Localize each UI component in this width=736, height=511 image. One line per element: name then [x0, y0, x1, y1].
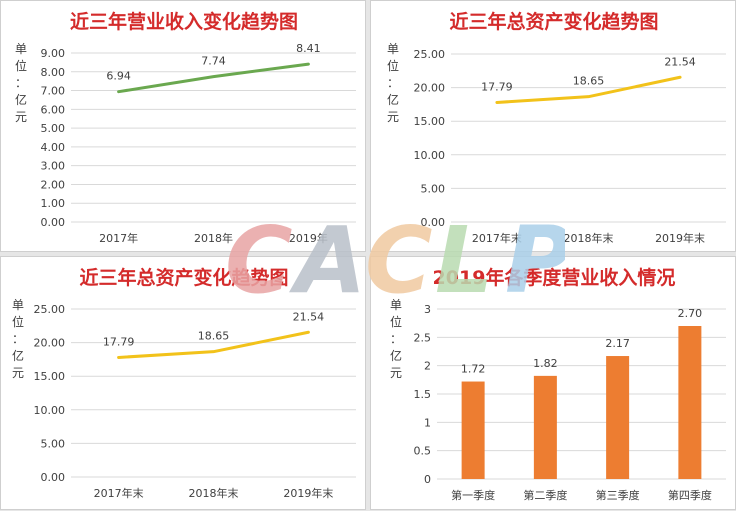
y-axis-unit-char: 单	[390, 298, 402, 312]
y-tick-label: 1.5	[414, 388, 432, 401]
y-axis-unit-char: 位	[15, 58, 27, 73]
total-assets-trend-chart-panel-bottom: 近三年总资产变化趋势图单位 ： 亿元 0.00 5.00 10.00 15.00 20.00 2…	[0, 256, 366, 510]
y-tick-label: 3	[424, 303, 431, 316]
y-axis-unit-label: 单位 ： 亿元	[390, 298, 402, 380]
y-tick-label: 1.00	[41, 197, 66, 210]
x-tick-label: 第一季度	[451, 488, 495, 502]
y-tick-label: 0.5	[414, 445, 432, 458]
y-axis-unit-char: 位	[390, 314, 402, 329]
y-tick-label: 9.00	[41, 47, 66, 60]
x-tick-label: 2017年	[99, 231, 138, 245]
y-axis-unit-char: 单	[387, 42, 399, 56]
y-tick-label: 20.00	[414, 82, 446, 95]
y-tick-label: 0.00	[421, 216, 446, 229]
chart-title: 2019年各季度营业收入情况	[433, 266, 676, 289]
data-label: 6.94	[106, 70, 131, 83]
y-tick-label: 20.00	[34, 337, 66, 350]
x-tick-label: 第二季度	[523, 488, 567, 502]
y-tick-label: 5.00	[41, 122, 66, 135]
y-tick-label: 25.00	[414, 48, 446, 61]
y-axis-unit-char: 单	[12, 298, 24, 312]
y-axis-unit-char: 元	[12, 366, 24, 380]
x-tick-label: 2018年末	[564, 231, 614, 245]
y-axis-unit-char: ：	[12, 332, 24, 346]
y-axis-unit-char: 位	[387, 58, 399, 73]
y-tick-label: 15.00	[34, 370, 66, 383]
y-axis-unit-char: 亿	[390, 348, 402, 363]
data-label: 1.82	[533, 357, 558, 370]
chart-title: 近三年总资产变化趋势图	[449, 10, 658, 33]
y-tick-label: 6.00	[41, 103, 66, 116]
x-tick-label: 2017年末	[94, 486, 144, 500]
data-label: 17.79	[103, 335, 135, 348]
y-tick-label: 10.00	[34, 404, 66, 417]
y-axis-unit-char: 单	[15, 42, 27, 56]
x-tick-label: 2018年	[194, 231, 233, 245]
y-tick-label: 0.00	[41, 216, 66, 229]
data-label: 1.72	[461, 363, 486, 376]
y-tick-label: 5.00	[421, 182, 446, 195]
data-label: 2.17	[605, 337, 630, 350]
quarterly-revenue-bar-chart-panel: 2019年各季度营业收入情况单位 ： 亿元 0 0.5 1 1.5 2 2.5 3 第一季度 第二季度…	[370, 256, 736, 510]
y-axis-unit-char: 元	[15, 110, 27, 124]
x-tick-label: 第四季度	[668, 488, 712, 502]
bar	[606, 356, 629, 479]
data-label: 2.70	[678, 307, 703, 320]
y-axis-unit-char: ：	[390, 332, 402, 346]
y-axis-unit-char: 位	[12, 314, 24, 329]
data-label: 21.54	[664, 55, 696, 68]
y-tick-label: 2.5	[414, 331, 432, 344]
y-axis-unit-char: 亿	[12, 348, 24, 363]
chart-title: 近三年营业收入变化趋势图	[70, 10, 298, 33]
data-label: 7.74	[201, 55, 226, 68]
y-axis-unit-char: 亿	[15, 92, 27, 107]
y-tick-label: 15.00	[414, 115, 446, 128]
y-tick-label: 8.00	[41, 66, 66, 79]
y-tick-label: 4.00	[41, 141, 66, 154]
data-label: 17.79	[481, 80, 513, 93]
chart-title: 近三年总资产变化趋势图	[79, 266, 288, 289]
y-axis-unit-char: 元	[390, 366, 402, 380]
y-axis-unit-label: 单位 ： 亿元	[12, 298, 24, 380]
series-line	[119, 64, 309, 92]
y-tick-label: 0.00	[41, 471, 66, 484]
y-axis-unit-label: 单位 ： 亿元	[387, 42, 399, 124]
y-tick-label: 3.00	[41, 160, 66, 173]
data-label: 18.65	[198, 330, 230, 343]
x-tick-label: 2017年末	[472, 231, 522, 245]
total-assets-trend-chart-panel-top: 近三年总资产变化趋势图单位 ： 亿元 0.00 5.00 10.00 15.00 20.00 2…	[370, 0, 736, 252]
y-tick-label: 7.00	[41, 85, 66, 98]
bar	[534, 376, 557, 479]
data-label: 18.65	[573, 75, 605, 88]
data-label: 8.41	[296, 42, 321, 55]
x-tick-label: 2019年末	[283, 486, 333, 500]
y-tick-label: 2.00	[41, 178, 66, 191]
x-tick-label: 2019年	[289, 231, 328, 245]
x-tick-label: 2019年末	[655, 231, 705, 245]
bar	[462, 382, 485, 479]
x-tick-label: 第三季度	[596, 488, 640, 502]
y-axis-unit-char: ：	[387, 76, 399, 90]
y-tick-label: 25.00	[34, 303, 66, 316]
y-tick-label: 1	[424, 416, 431, 429]
y-axis-unit-label: 单位 ： 亿元	[15, 42, 27, 124]
revenue-trend-chart-panel: 近三年营业收入变化趋势图单位 ： 亿元 0.00 1.00 2.00 3.00 4.00 5.0…	[0, 0, 366, 252]
y-axis-unit-char: 亿	[387, 92, 399, 107]
bar	[678, 326, 701, 479]
y-tick-label: 2	[424, 360, 431, 373]
data-label: 21.54	[293, 310, 325, 323]
y-tick-label: 5.00	[41, 437, 66, 450]
y-tick-label: 10.00	[414, 149, 446, 162]
y-axis-unit-char: ：	[15, 76, 27, 90]
x-tick-label: 2018年末	[189, 486, 239, 500]
y-axis-unit-char: 元	[387, 110, 399, 124]
y-tick-label: 0	[424, 473, 431, 486]
